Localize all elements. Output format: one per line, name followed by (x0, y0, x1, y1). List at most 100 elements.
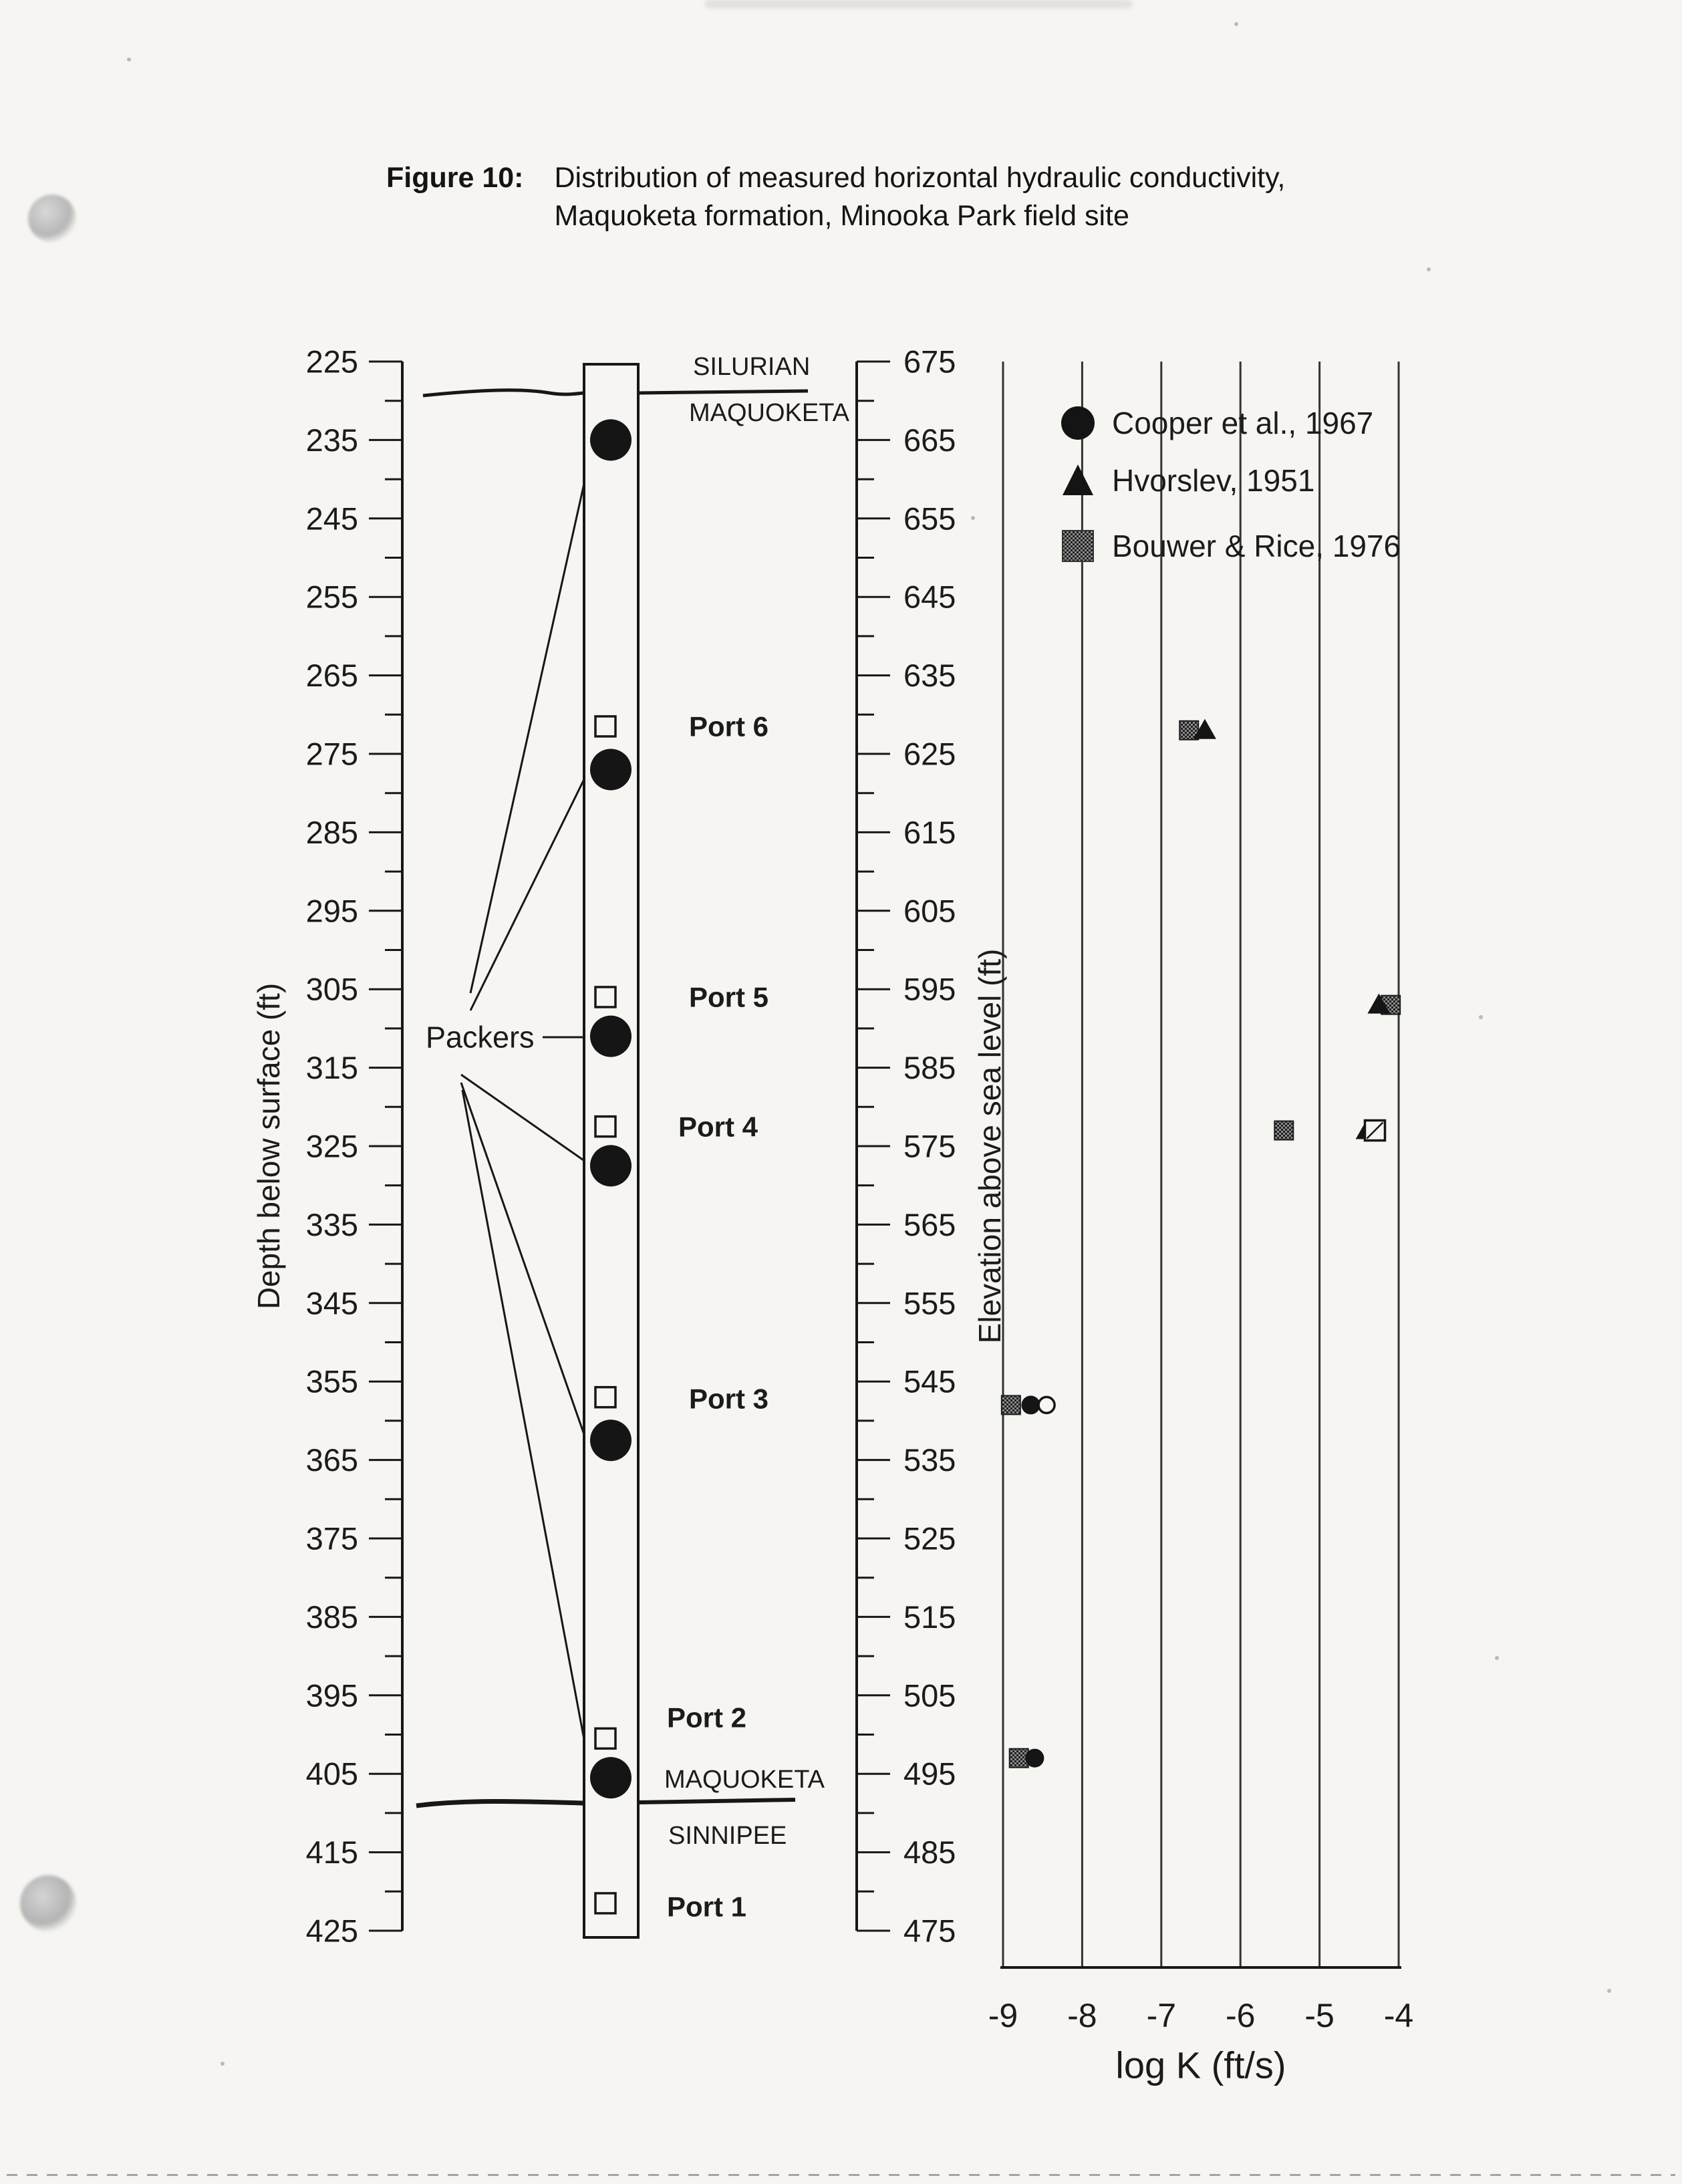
elevation-tick-label: 665 (903, 422, 956, 458)
strat-maquoketa-top-label: MAQUOKETA (689, 399, 850, 427)
scan-speck (221, 2062, 225, 2066)
logk-tick-label: -9 (988, 1997, 1018, 2034)
packer-symbol (590, 1419, 632, 1462)
data-point-hatched-square (1000, 1395, 1021, 1415)
data-point-filled-triangle (1193, 718, 1216, 739)
packer-pointer-line (461, 1089, 592, 1776)
elevation-tick-label: 485 (903, 1834, 956, 1870)
legend-marker-hatched-square (1062, 530, 1094, 562)
port-symbol (594, 1115, 617, 1138)
depth-tick-label: 405 (306, 1756, 358, 1792)
punch-hole-artifact (28, 194, 76, 243)
packer-pointer-line (460, 1073, 586, 1163)
strat-silurian-label: SILURIAN (693, 353, 810, 381)
elevation-tick-label: 675 (903, 344, 956, 380)
port-3-label: Port 3 (689, 1383, 768, 1415)
depth-tick-label: 335 (306, 1207, 358, 1242)
caption-line-1: Distribution of measured horizontal hydr… (554, 162, 1286, 194)
port-4-label: Port 4 (678, 1111, 758, 1143)
strat-sinnipee-label: SINNIPEE (668, 1822, 787, 1850)
legend-label-hvorslev: Hvorslev, 1951 (1112, 463, 1314, 498)
figure-number: Figure 10: (386, 162, 524, 194)
port-symbol (594, 715, 617, 738)
logk-tick-label: -5 (1304, 1997, 1334, 2034)
packer-symbol (590, 748, 632, 791)
depth-tick-label: 375 (306, 1521, 358, 1556)
elevation-tick-label: 595 (903, 972, 956, 1007)
depth-tick-label: 305 (306, 972, 358, 1007)
data-point-open-circle (1037, 1395, 1056, 1415)
silurian-maquoketa-contact-line (422, 388, 585, 398)
depth-tick-label: 415 (306, 1834, 358, 1870)
legend-marker-filled-triangle (1063, 464, 1093, 495)
depth-tick-label: 235 (306, 422, 358, 458)
depth-tick-label: 325 (306, 1129, 358, 1164)
elevation-tick-label: 565 (903, 1207, 956, 1242)
data-point-open-square-hatch (1366, 1121, 1384, 1139)
elevation-tick-label: 585 (903, 1050, 956, 1085)
figure-caption-text: Distribution of measured horizontal hydr… (555, 159, 1286, 235)
data-point-filled-circle (1021, 1395, 1040, 1415)
depth-tick-label: 355 (306, 1364, 358, 1399)
depth-tick-label: 295 (306, 893, 358, 928)
depth-tick-label: 385 (306, 1599, 358, 1635)
elevation-tick-label: 655 (903, 501, 956, 536)
scan-speck (127, 57, 131, 61)
elevation-tick-label: 555 (903, 1285, 956, 1321)
elevation-tick-label: 535 (903, 1442, 956, 1478)
depth-tick-label: 245 (306, 501, 358, 536)
port-symbol (594, 1727, 617, 1750)
depth-axis-title: Depth below surface (ft) (251, 983, 286, 1309)
elevation-tick-label: 515 (903, 1599, 956, 1635)
packer-symbol (590, 1015, 632, 1057)
depth-tick-label: 275 (306, 736, 358, 772)
logk-tick-label: -6 (1226, 1997, 1255, 2034)
depth-tick-label: 285 (306, 815, 358, 850)
data-point-hatched-square (1274, 1120, 1294, 1141)
packer-pointer-line (469, 773, 588, 1011)
packer-symbol (590, 1757, 632, 1799)
port-2-label: Port 2 (667, 1702, 746, 1734)
logk-tick-label: -7 (1147, 1997, 1176, 2034)
maquoketa-sinnipee-contact-line (638, 1798, 796, 1804)
depth-tick-label: 345 (306, 1285, 358, 1321)
packer-pointer-line (460, 1082, 587, 1439)
figure-caption: Figure 10: Distribution of measured hori… (386, 159, 1285, 235)
scan-speck (971, 516, 975, 520)
depth-tick-label: 315 (306, 1050, 358, 1085)
elevation-tick-label: 635 (903, 658, 956, 693)
packer-pointer-line (469, 447, 593, 994)
data-point-filled-circle (1025, 1748, 1044, 1768)
depth-tick-label: 395 (306, 1677, 358, 1713)
elevation-tick-label: 545 (903, 1364, 956, 1399)
maquoketa-sinnipee-contact-line (416, 1799, 585, 1808)
port-6-label: Port 6 (689, 711, 768, 742)
legend-marker-filled-circle (1061, 406, 1095, 440)
packer-symbol (590, 419, 632, 461)
elevation-tick-label: 625 (903, 736, 956, 772)
legend-label-cooper: Cooper et al., 1967 (1112, 406, 1373, 440)
data-point-filled-triangle (1367, 993, 1391, 1014)
depth-tick-label: 225 (306, 344, 358, 380)
depth-tick-label: 365 (306, 1442, 358, 1478)
elevation-tick-label: 575 (903, 1129, 956, 1164)
silurian-maquoketa-contact-line (638, 389, 809, 395)
elevation-tick-label: 645 (903, 579, 956, 615)
scan-dashes-artifact (7, 2174, 1675, 2176)
elevation-axis-title: Elevation above sea level (ft) (972, 949, 1007, 1344)
port-symbol (594, 1385, 617, 1409)
strat-maquoketa-bottom-label: MAQUOKETA (664, 1766, 825, 1794)
elevation-tick-label: 475 (903, 1913, 956, 1949)
logk-tick-label: -8 (1067, 1997, 1097, 2034)
elevation-tick-label: 605 (903, 893, 956, 928)
scan-speck (1234, 22, 1238, 26)
packer-symbol (590, 1145, 632, 1187)
depth-tick-label: 425 (306, 1913, 358, 1949)
x-axis-label: log K (ft/s) (1115, 2044, 1286, 2086)
scan-speck (1427, 267, 1431, 271)
scan-smudge-artifact (705, 0, 1133, 8)
port-5-label: Port 5 (689, 982, 768, 1013)
scan-speck (1479, 1015, 1483, 1019)
